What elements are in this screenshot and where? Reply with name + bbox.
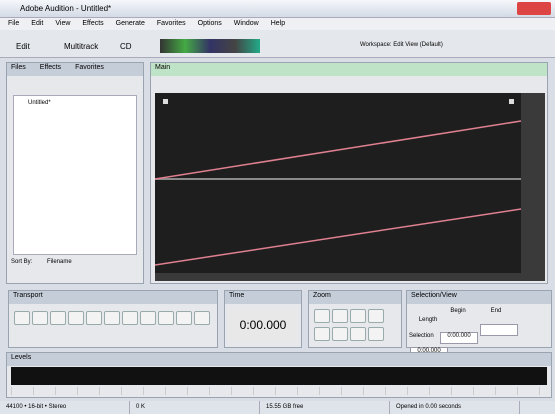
transport-button[interactable] — [104, 311, 120, 325]
menu-item[interactable]: Options — [197, 20, 222, 27]
waveform-background — [155, 93, 521, 273]
menu-item[interactable]: Window — [233, 20, 259, 27]
menu-item[interactable]: File — [8, 20, 20, 27]
toolbar: Edit Multitrack CD Workspace: Edit View … — [0, 30, 555, 58]
selection-panel: Selection/View Begin End Length Selection 0:… — [406, 290, 552, 396]
time-display: 0:00.000 — [229, 309, 297, 341]
panel-tab[interactable]: Files — [11, 64, 26, 71]
multitrack-button[interactable]: Multitrack — [64, 42, 99, 51]
menu-bar: File Edit View Effects Generate Favorites Opti… — [0, 18, 555, 30]
panel-title: Selection/View — [407, 291, 551, 304]
transport-button[interactable] — [158, 311, 174, 325]
window-title: Adobe Audition - Untitled* — [20, 4, 112, 13]
status-field: 0 K — [130, 401, 260, 414]
tool-icons[interactable] — [160, 39, 260, 53]
transport-button[interactable] — [32, 311, 48, 325]
menu-item[interactable]: Effects — [82, 20, 104, 27]
zoom-button[interactable] — [332, 327, 348, 341]
zoom-button[interactable] — [314, 309, 330, 323]
status-bar: 44100 • 16-bit • Stereo 0 K 15.55 GB free O… — [0, 401, 555, 414]
workspace-selector[interactable]: Workspace: Edit View (Default) — [360, 42, 443, 48]
transport-buttons — [9, 304, 217, 334]
menu-item[interactable]: Favorites — [156, 20, 186, 27]
zoom-button[interactable] — [314, 327, 330, 341]
cd-button[interactable]: CD — [120, 42, 132, 51]
transport-button[interactable] — [176, 311, 192, 325]
menu-item[interactable]: View — [55, 20, 71, 27]
waveform-display — [155, 93, 545, 281]
column-header: End — [490, 308, 502, 314]
menu-item[interactable]: Generate — [115, 20, 145, 27]
sort-select[interactable]: Filename — [47, 259, 72, 265]
meter-scale — [11, 387, 547, 395]
menu-item[interactable]: Help — [270, 20, 286, 27]
waveform-right — [155, 208, 522, 266]
level-meter — [11, 367, 547, 385]
panel-tab[interactable]: Effects — [39, 64, 62, 71]
file-list: Untitled* — [13, 95, 137, 255]
panel-tabs: Files Effects Favorites — [7, 63, 143, 76]
transport-button[interactable] — [86, 311, 102, 325]
transport-button[interactable] — [194, 311, 210, 325]
column-header: Length — [418, 317, 438, 323]
transport-button[interactable] — [68, 311, 84, 325]
time-ruler — [155, 273, 521, 281]
zoom-button[interactable] — [368, 327, 384, 341]
status-field: Opened in 0.00 seconds — [390, 401, 520, 414]
amplitude-ruler — [521, 93, 545, 281]
transport-panel: Transport — [8, 290, 218, 348]
edit-view-button[interactable]: Edit — [16, 42, 30, 51]
transport-button[interactable] — [50, 311, 66, 325]
window-controls[interactable] — [517, 2, 551, 15]
time-field[interactable]: 0:00.000 — [440, 332, 478, 344]
zoom-buttons — [309, 304, 401, 348]
zoom-panel: Zoom — [308, 290, 402, 348]
transport-button[interactable] — [140, 311, 156, 325]
panel-title: Transport — [9, 291, 217, 304]
panel-title: Levels — [7, 353, 551, 366]
file-item[interactable]: Untitled* — [28, 100, 51, 106]
levels-panel: Levels — [6, 352, 552, 398]
menu-item[interactable]: Edit — [31, 20, 44, 27]
status-field: 44100 • 16-bit • Stereo — [0, 401, 130, 414]
column-header: Begin — [450, 308, 466, 314]
sort-label: Sort By: — [11, 259, 33, 265]
fade-handle[interactable] — [509, 99, 514, 104]
row-label: Selection — [409, 333, 434, 339]
status-field: 15.55 GB free — [260, 401, 390, 414]
zoom-button[interactable] — [350, 327, 366, 341]
panel-tab[interactable]: Favorites — [75, 64, 104, 71]
fade-handle[interactable] — [163, 99, 168, 104]
panel-title: Zoom — [309, 291, 401, 304]
panel-title: Time — [225, 291, 301, 304]
main-tab: Main — [151, 63, 547, 76]
title-bar: Adobe Audition - Untitled* — [0, 0, 555, 18]
zoom-button[interactable] — [350, 309, 366, 323]
zoom-button[interactable] — [368, 309, 384, 323]
time-panel: Time 0:00.000 — [224, 290, 302, 348]
waveform-left — [155, 120, 522, 180]
transport-button[interactable] — [122, 311, 138, 325]
zoom-button[interactable] — [332, 309, 348, 323]
time-field[interactable] — [480, 324, 518, 336]
files-panel: Files Effects Favorites Untitled* Sort By:… — [6, 62, 144, 284]
transport-button[interactable] — [14, 311, 30, 325]
main-panel: Main — [150, 62, 548, 284]
